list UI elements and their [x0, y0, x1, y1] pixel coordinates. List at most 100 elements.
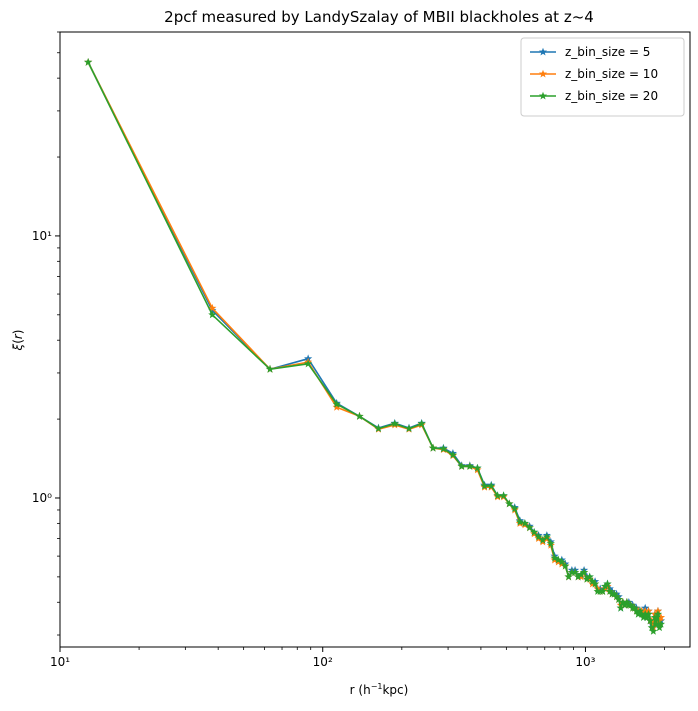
series-line: [87, 61, 662, 629]
data-point-star: [505, 499, 514, 508]
data-point-star: [610, 589, 619, 598]
data-point-star: [557, 557, 566, 566]
data-point-star: [649, 626, 658, 635]
data-point-star: [656, 619, 666, 628]
series-2: [84, 57, 666, 632]
data-point-star: [510, 504, 519, 513]
data-point-star: [655, 616, 664, 625]
y-axis-label: ξ(r): [11, 329, 25, 351]
data-point-star: [304, 359, 313, 368]
data-point-star: [652, 619, 661, 628]
data-point-star: [590, 579, 600, 588]
data-point-star: [404, 424, 414, 433]
data-point-star: [622, 597, 631, 606]
data-point-star: [612, 592, 621, 601]
data-point-star: [567, 568, 576, 576]
legend-box: [520, 37, 685, 117]
data-point-star: [656, 613, 666, 621]
x-tick-label: 10¹: [50, 655, 70, 669]
data-point-star: [515, 517, 524, 526]
data-point-star: [538, 535, 547, 544]
x-axis-label: r (h−1kpc): [350, 682, 409, 697]
data-point-star: [554, 555, 563, 564]
x-tick-label: 10³: [575, 655, 595, 669]
legend: z_bin_size = 5 z_bin_size = 10 z_bin_size …: [520, 37, 685, 117]
data-point-star: [525, 523, 534, 532]
series-line: [87, 61, 662, 629]
data-point-star: [564, 572, 573, 581]
legend-label: z_bin_size = 20: [565, 89, 658, 103]
data-point-star: [520, 519, 529, 527]
y-axis: 10⁰ 10¹: [32, 31, 60, 636]
legend-label: z_bin_size = 5: [565, 45, 650, 59]
data-point-star: [448, 450, 458, 459]
data-point-star: [641, 609, 650, 618]
data-point-star: [603, 579, 612, 588]
chart-title: 2pcf measured by LandySzalay of MBII bla…: [164, 8, 594, 26]
x-tick-label: 10²: [313, 655, 333, 669]
series-layer: [84, 57, 666, 635]
legend-marker-star: [538, 91, 548, 100]
legend-label: z_bin_size = 10: [565, 67, 658, 81]
data-point-star: [493, 491, 502, 500]
data-point-star: [374, 424, 383, 433]
data-point-star: [650, 613, 659, 621]
data-point-star: [618, 597, 627, 606]
data-point-star: [439, 444, 448, 453]
data-point-star: [561, 561, 570, 570]
data-point-star: [332, 402, 341, 411]
data-point-star: [428, 443, 438, 452]
data-point-star: [265, 364, 275, 373]
data-point-star: [632, 606, 641, 615]
data-point-star: [577, 570, 586, 579]
data-point-star: [473, 463, 482, 472]
data-point-star: [480, 481, 489, 490]
data-point-star: [84, 57, 93, 66]
data-point-star: [614, 595, 623, 603]
data-point-star: [465, 462, 474, 470]
data-point-star: [390, 419, 399, 428]
series-1: [84, 57, 666, 632]
data-point-star: [457, 462, 466, 470]
data-point-star: [487, 481, 496, 490]
data-point-star: [579, 568, 589, 576]
data-point-star: [585, 572, 594, 581]
data-point-star: [542, 532, 551, 541]
data-point-star: [499, 491, 508, 500]
data-point-star: [332, 399, 341, 408]
x-axis: 10¹ 10² 10³: [50, 647, 665, 669]
legend-marker-star: [538, 47, 548, 56]
data-point-star: [653, 609, 663, 618]
data-point-star: [208, 303, 217, 312]
series-3: [84, 57, 666, 635]
y-tick-label: 10⁰: [32, 491, 52, 505]
data-point-star: [574, 572, 583, 581]
data-point-star: [598, 587, 607, 595]
data-point-star: [647, 623, 656, 632]
data-point-star: [577, 572, 586, 581]
data-point-star: [616, 603, 625, 612]
data-point-star: [605, 587, 614, 595]
data-point-star: [550, 553, 559, 562]
data-point-star: [626, 600, 635, 609]
data-point-star: [546, 539, 555, 548]
data-point-star: [635, 606, 645, 615]
data-point-star: [637, 609, 646, 618]
plot-frame: [59, 31, 691, 648]
data-point-star: [530, 527, 539, 536]
data-point-star: [646, 616, 655, 625]
data-point-star: [534, 532, 543, 541]
data-point-star: [601, 584, 610, 593]
data-point-star: [601, 582, 610, 590]
data-point-star: [644, 609, 653, 618]
data-point-star: [630, 603, 639, 612]
data-point-star: [208, 310, 217, 319]
data-point-star: [417, 419, 426, 428]
data-point-star: [570, 568, 580, 576]
data-point-star: [655, 623, 664, 632]
data-point-star: [582, 574, 592, 583]
legend-marker-star: [538, 69, 548, 78]
series-line: [87, 61, 662, 633]
y-tick-label: 10¹: [32, 229, 52, 243]
